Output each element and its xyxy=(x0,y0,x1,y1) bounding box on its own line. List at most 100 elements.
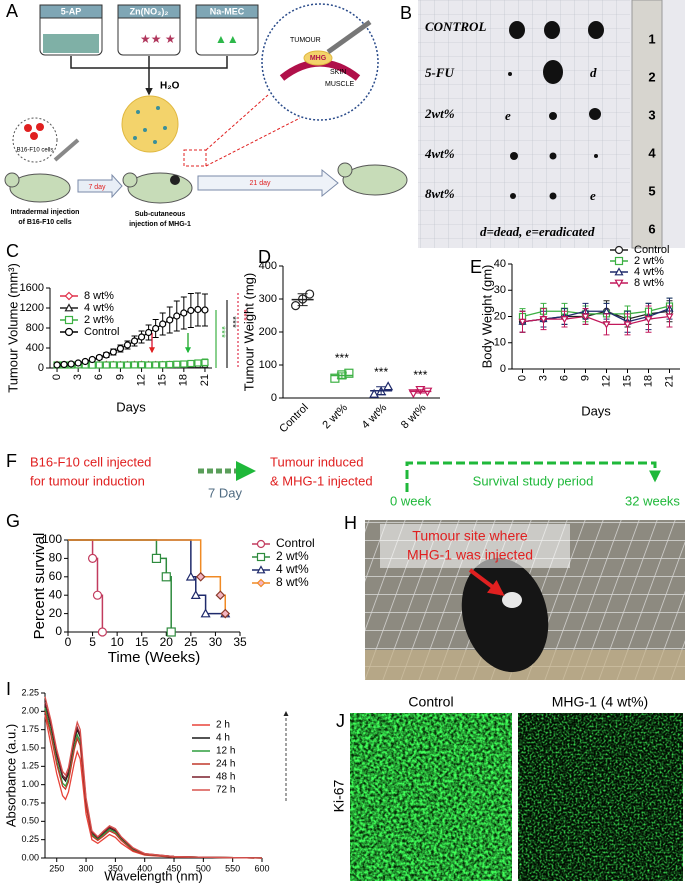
row-label: 4wt% xyxy=(424,146,455,161)
marker xyxy=(187,359,195,368)
legend-label: 2 wt% xyxy=(634,255,664,267)
period-arrow xyxy=(405,461,661,492)
row-label: 5-FU xyxy=(425,65,455,80)
inset-label: MUSCLE xyxy=(325,81,355,88)
caption: of B16-F10 cells xyxy=(18,219,71,226)
marker xyxy=(190,589,201,600)
ruler xyxy=(631,0,663,249)
schematic: ★★ ★ ▲▲ 5-AP Zn(NO₃)₂ Na-MEC H₂O TUMOUR … xyxy=(4,3,408,228)
error-bar xyxy=(336,372,347,379)
inset-label: SKIN xyxy=(330,69,346,76)
significance-label: *** xyxy=(374,365,388,379)
marker xyxy=(60,360,68,369)
x-tick-label: 15 xyxy=(621,375,633,387)
panel-label: F xyxy=(6,451,17,471)
panel-label: C xyxy=(6,241,19,261)
marker xyxy=(518,318,527,326)
marker xyxy=(623,321,632,329)
timeline-text: Survival study period xyxy=(473,473,594,488)
marker xyxy=(256,539,266,549)
marker xyxy=(137,333,146,341)
legend-label: 4 wt% xyxy=(84,302,114,314)
marker xyxy=(137,361,146,369)
jars: ★★ ★ ▲▲ xyxy=(39,4,259,56)
x-tick-label: 15 xyxy=(135,635,149,649)
marker xyxy=(97,627,108,637)
marker xyxy=(614,279,624,288)
y-tick-label: 60 xyxy=(49,569,63,583)
x-tick-label: 25 xyxy=(184,635,198,649)
marker xyxy=(166,360,174,369)
y-tick-label: 1.75 xyxy=(21,724,39,734)
panel-label: B xyxy=(400,3,412,23)
photo-annotation: MHG-1 was injected xyxy=(407,547,533,563)
x-tick-label: 15 xyxy=(157,374,169,386)
legend-label: Control xyxy=(634,244,669,256)
x-tick-label: 2 wt% xyxy=(320,402,350,432)
marker xyxy=(102,351,110,359)
marker xyxy=(201,358,209,367)
x-tick-label: 550 xyxy=(225,863,240,873)
marker xyxy=(665,313,674,321)
legend-label: 48 h xyxy=(216,772,235,783)
marker xyxy=(159,361,167,369)
y-tick-label: 300 xyxy=(259,293,277,305)
caption: Sub-cutaneous xyxy=(135,211,186,218)
x-tick-label: 21 xyxy=(199,374,211,386)
x-tick-label: 4 wt% xyxy=(360,402,390,432)
x-tick-label: 8 wt% xyxy=(399,402,429,432)
legend-label: 8 wt% xyxy=(84,290,114,302)
timeline-text: B16-F10 cell injected xyxy=(30,454,151,469)
y-tick-label: 0 xyxy=(55,624,62,638)
marker xyxy=(187,306,195,315)
solvent: H₂O xyxy=(160,81,180,92)
zoom-box xyxy=(183,149,207,167)
marker xyxy=(173,312,181,320)
marker xyxy=(200,608,211,618)
cells-label: B16-F10 cells xyxy=(17,148,54,154)
ruler-label: 5 xyxy=(648,183,655,198)
hydrogel xyxy=(121,95,179,153)
legend-label: 8 wt% xyxy=(276,575,309,589)
marker xyxy=(602,321,611,329)
marker xyxy=(102,361,110,369)
photo-annotation: Tumour site where xyxy=(412,528,528,544)
marker xyxy=(152,324,160,333)
marker xyxy=(161,572,171,582)
legend-label: 4 wt% xyxy=(276,562,309,576)
row-label: 2wt% xyxy=(424,106,455,121)
timeline-text: & MHG-1 injected xyxy=(270,473,373,488)
y-tick-label: 10 xyxy=(494,337,506,349)
legend-label: 24 h xyxy=(216,759,235,770)
timeline-text: 32 weeks xyxy=(625,493,680,508)
marker xyxy=(81,357,89,366)
x-tick-label: 9 xyxy=(579,375,591,381)
timeline-text: 7 Day xyxy=(208,485,242,500)
marker xyxy=(383,381,394,391)
marker xyxy=(369,388,380,398)
y-tick-label: 0 xyxy=(38,362,44,374)
marker xyxy=(614,245,624,255)
series-line xyxy=(44,714,263,859)
marker xyxy=(95,353,103,362)
marker xyxy=(195,571,206,582)
step-label: 21 day xyxy=(249,180,271,187)
survival-line xyxy=(68,539,104,632)
x-tick-label: 9 xyxy=(114,374,126,380)
marker xyxy=(74,359,82,367)
svg-text:★★ ★: ★★ ★ xyxy=(140,32,176,46)
marker xyxy=(151,553,162,564)
series-line xyxy=(44,711,263,859)
x-tick-label: 400 xyxy=(137,863,152,873)
syringe xyxy=(326,19,372,55)
x-tick-label: 6 xyxy=(93,374,105,380)
panel-label: E xyxy=(470,257,482,277)
ruler-label: 4 xyxy=(648,145,656,160)
marker xyxy=(116,361,125,369)
y-axis-label: Tumour Weight (mg) xyxy=(241,273,256,391)
x-tick-label: 450 xyxy=(167,863,182,873)
y-tick-label: 20 xyxy=(49,606,63,620)
marker xyxy=(256,565,266,574)
